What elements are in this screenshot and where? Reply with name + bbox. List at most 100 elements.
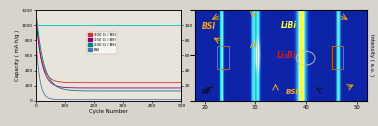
Point — [166, 24, 172, 26]
Point — [132, 24, 138, 26]
Point — [101, 24, 107, 26]
Point — [71, 24, 77, 26]
Point — [121, 24, 127, 26]
Point — [69, 24, 75, 26]
Point — [99, 24, 105, 26]
Point — [71, 24, 77, 26]
Point — [61, 24, 67, 26]
Point — [110, 24, 116, 26]
Point — [98, 24, 104, 26]
Point — [80, 24, 86, 26]
Point — [102, 24, 108, 26]
Point — [118, 24, 124, 26]
Point — [143, 24, 149, 26]
Point — [36, 24, 42, 26]
Point — [123, 24, 129, 26]
Point — [81, 24, 87, 26]
Y-axis label: Capacity ( mA h/g ): Capacity ( mA h/g ) — [15, 30, 20, 81]
Point — [60, 24, 67, 26]
Point — [79, 24, 85, 26]
Point — [129, 24, 135, 26]
Point — [96, 24, 102, 26]
Point — [68, 24, 74, 26]
Point — [144, 24, 150, 26]
Point — [103, 24, 109, 26]
Point — [116, 24, 122, 26]
Point — [177, 24, 183, 26]
Point — [37, 24, 43, 26]
Point — [74, 24, 81, 26]
Point — [34, 24, 40, 26]
Point — [73, 24, 79, 26]
Point — [122, 24, 128, 26]
Point — [172, 24, 178, 26]
Point — [161, 24, 167, 26]
Point — [62, 24, 68, 26]
Point — [91, 24, 98, 26]
Y-axis label: Coulombic efficiency ( % ): Coulombic efficiency ( % ) — [194, 24, 199, 87]
Point — [104, 24, 110, 26]
Point — [70, 24, 76, 26]
Point — [127, 24, 133, 26]
Point — [56, 24, 62, 26]
Point — [40, 24, 46, 26]
Point — [114, 24, 120, 26]
Point — [151, 24, 157, 26]
Point — [141, 24, 147, 26]
Point — [165, 24, 171, 26]
Point — [83, 24, 89, 26]
Point — [168, 24, 174, 26]
Point — [130, 24, 136, 26]
Point — [89, 24, 95, 26]
Point — [123, 24, 129, 26]
Point — [133, 24, 139, 26]
Point — [47, 24, 53, 26]
Point — [41, 24, 47, 26]
Point — [78, 24, 84, 26]
Point — [39, 24, 45, 26]
Point — [135, 24, 141, 26]
Point — [36, 24, 42, 26]
Point — [148, 24, 154, 26]
Point — [177, 24, 183, 26]
Point — [126, 24, 132, 26]
Point — [59, 24, 65, 26]
Point — [92, 24, 98, 26]
Point — [41, 24, 47, 26]
Point — [55, 24, 61, 26]
Point — [163, 24, 169, 26]
Point — [158, 24, 164, 26]
Point — [140, 24, 146, 26]
Point — [128, 24, 134, 26]
Point — [145, 24, 151, 26]
Point — [93, 24, 99, 26]
Point — [90, 24, 96, 26]
Point — [161, 24, 167, 26]
Point — [170, 24, 177, 26]
Point — [72, 24, 78, 26]
Point — [143, 24, 149, 26]
Point — [163, 24, 169, 26]
Point — [85, 24, 91, 26]
Point — [141, 24, 147, 26]
Point — [116, 24, 122, 26]
Point — [166, 24, 172, 26]
Point — [43, 24, 50, 26]
Point — [174, 24, 180, 26]
Point — [54, 24, 60, 26]
Point — [111, 24, 117, 26]
Point — [154, 24, 160, 26]
Point — [139, 24, 145, 26]
Point — [67, 24, 73, 26]
Point — [46, 24, 52, 26]
Point — [69, 24, 75, 26]
Point — [53, 24, 59, 26]
Point — [147, 24, 153, 26]
Point — [175, 24, 181, 26]
Point — [169, 24, 175, 26]
Point — [42, 24, 48, 26]
Point — [119, 24, 125, 26]
Point — [94, 24, 100, 26]
Point — [88, 24, 94, 26]
Point — [162, 24, 168, 26]
